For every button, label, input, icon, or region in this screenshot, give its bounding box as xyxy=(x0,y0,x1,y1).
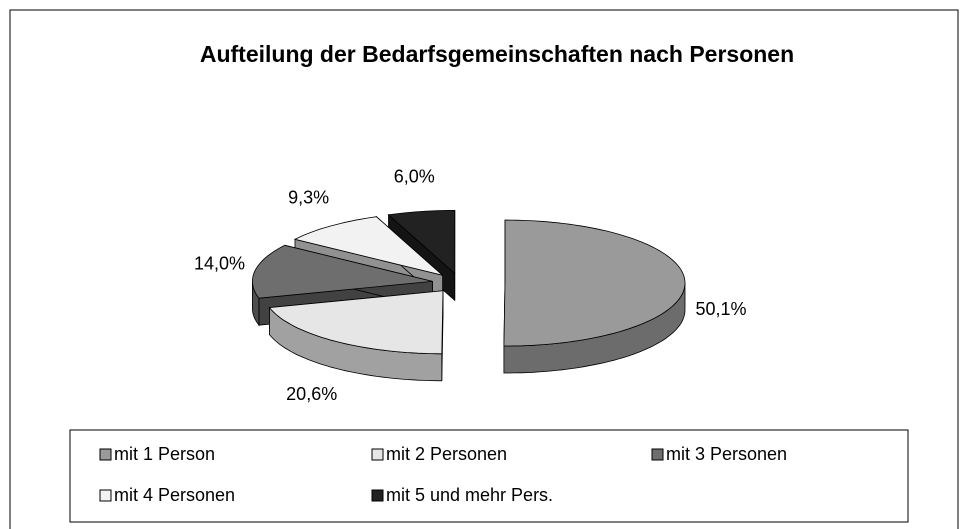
legend-swatch xyxy=(99,448,112,461)
slice xyxy=(268,290,444,355)
legend-swatch xyxy=(99,489,112,502)
chart-title: Aufteilung der Bedarfsgemeinschaften nac… xyxy=(200,41,794,67)
legend-label: mit 5 und mehr Pers. xyxy=(386,485,553,505)
legend-swatch xyxy=(371,448,384,461)
slice xyxy=(252,244,433,299)
data-label: 50,1% xyxy=(695,299,746,319)
legend-box xyxy=(69,429,909,523)
legend-label: mit 3 Personen xyxy=(666,444,787,464)
data-label: 9,3% xyxy=(288,187,329,207)
slice xyxy=(387,210,456,275)
legend-label: mit 2 Personen xyxy=(386,444,507,464)
slice xyxy=(503,219,686,347)
legend-swatch xyxy=(371,489,384,502)
legend-label: mit 4 Personen xyxy=(114,485,235,505)
data-label: 20,6% xyxy=(286,384,337,404)
legend-swatch xyxy=(651,448,664,461)
slice xyxy=(293,216,443,276)
data-label: 14,0% xyxy=(194,254,245,274)
legend-label: mit 1 Person xyxy=(114,444,215,464)
data-label: 6,0% xyxy=(394,166,435,186)
